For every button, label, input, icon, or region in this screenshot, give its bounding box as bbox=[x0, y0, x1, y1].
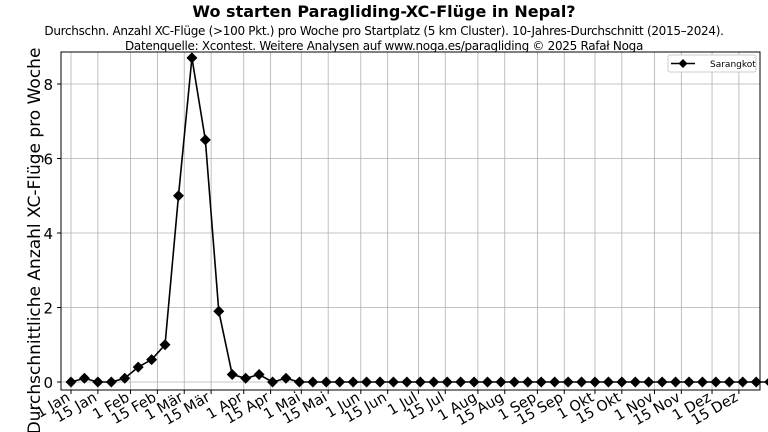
data-point-marker bbox=[602, 376, 614, 388]
y-axis-label: Durchschnittliche Anzahl XC-Flüge pro Wo… bbox=[25, 48, 45, 432]
data-point-marker bbox=[723, 376, 735, 388]
data-point-marker bbox=[455, 376, 467, 388]
data-point-marker bbox=[629, 376, 641, 388]
data-point-marker bbox=[710, 376, 722, 388]
data-point-marker bbox=[481, 376, 493, 388]
data-point-marker bbox=[334, 376, 346, 388]
y-tick-label: 4 bbox=[43, 225, 53, 243]
plot-frame bbox=[60, 51, 761, 391]
data-point-marker bbox=[199, 134, 211, 146]
data-point-marker bbox=[172, 190, 184, 202]
data-point-marker bbox=[683, 376, 695, 388]
data-point-marker bbox=[589, 376, 601, 388]
series-line bbox=[70, 57, 768, 383]
chart-title: Wo starten Paragliding-XC-Flüge in Nepal… bbox=[192, 2, 576, 21]
data-point-marker bbox=[159, 339, 171, 351]
data-point-marker bbox=[576, 376, 588, 388]
data-point-marker bbox=[616, 376, 628, 388]
data-point-marker bbox=[361, 376, 373, 388]
data-point-marker bbox=[750, 376, 762, 388]
data-point-marker bbox=[293, 376, 305, 388]
data-point-marker bbox=[307, 376, 319, 388]
data-point-marker bbox=[562, 376, 574, 388]
data-point-marker bbox=[522, 376, 534, 388]
data-point-marker bbox=[495, 376, 507, 388]
data-point-marker bbox=[105, 376, 117, 388]
data-point-marker bbox=[764, 378, 768, 386]
data-point-marker bbox=[146, 354, 158, 366]
data-point-marker bbox=[226, 369, 238, 381]
data-point-marker bbox=[549, 376, 561, 388]
data-point-marker bbox=[670, 376, 682, 388]
data-point-marker bbox=[441, 376, 453, 388]
data-point-marker bbox=[374, 376, 386, 388]
data-point-marker bbox=[78, 372, 90, 384]
data-point-marker bbox=[656, 376, 668, 388]
data-point-marker bbox=[696, 376, 708, 388]
data-point-marker bbox=[643, 376, 655, 388]
y-tick-label: 6 bbox=[43, 151, 53, 169]
data-point-marker bbox=[535, 376, 547, 388]
data-point-marker bbox=[401, 376, 413, 388]
data-point-marker bbox=[119, 372, 131, 384]
data-point-marker bbox=[737, 376, 749, 388]
legend-marker-icon bbox=[678, 59, 688, 68]
data-point-marker bbox=[267, 376, 279, 388]
y-tick-label: 2 bbox=[43, 300, 53, 318]
data-point-marker bbox=[92, 376, 104, 388]
y-tick-label: 8 bbox=[43, 76, 53, 94]
data-point-marker bbox=[468, 376, 480, 388]
data-point-marker bbox=[347, 376, 359, 388]
data-point-marker bbox=[387, 376, 399, 388]
data-point-marker bbox=[213, 305, 225, 317]
chart-subtitle-line2: Datenquelle: Xcontest. Weitere Analysen … bbox=[124, 39, 644, 53]
chart-subtitle-line1: Durchschn. Anzahl XC-Flüge (>100 Pkt.) p… bbox=[44, 24, 724, 38]
data-point-marker bbox=[240, 372, 252, 384]
data-point-marker bbox=[414, 376, 426, 388]
data-point-marker bbox=[320, 376, 332, 388]
data-point-marker bbox=[280, 372, 292, 384]
data-point-marker bbox=[253, 369, 265, 381]
data-point-marker bbox=[508, 376, 520, 388]
data-point-marker bbox=[428, 376, 440, 388]
y-tick-label: 0 bbox=[43, 374, 53, 392]
data-point-marker bbox=[186, 52, 198, 64]
legend-box bbox=[667, 54, 757, 73]
data-point-marker bbox=[65, 376, 77, 388]
data-point-marker bbox=[132, 361, 144, 373]
legend-label: Sarangkot bbox=[710, 60, 756, 70]
